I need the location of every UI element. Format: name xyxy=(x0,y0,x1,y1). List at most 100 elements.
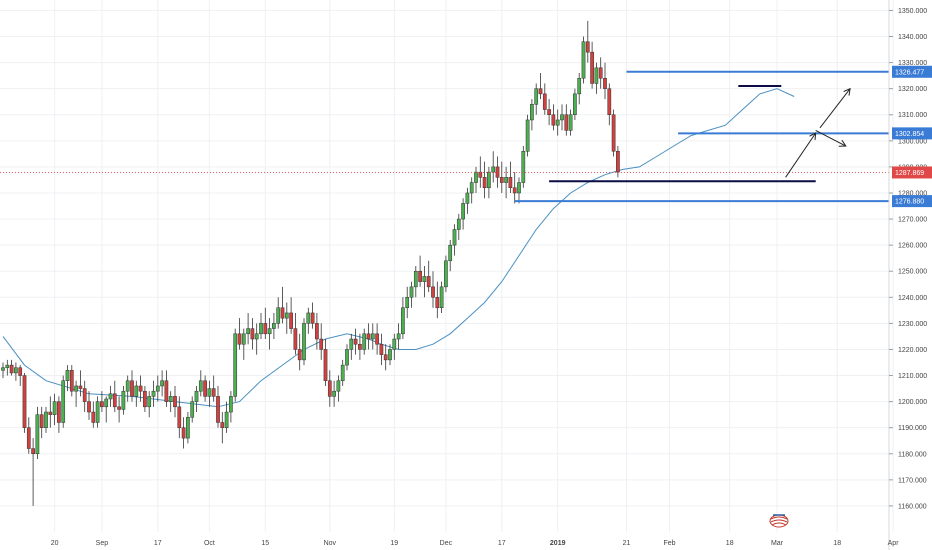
candle xyxy=(276,297,281,329)
candle xyxy=(611,109,616,157)
candle xyxy=(259,312,263,340)
time-tick-label: 20 xyxy=(51,540,59,547)
ma-line xyxy=(2,88,795,408)
candle xyxy=(517,177,521,204)
candle xyxy=(598,57,603,89)
candle xyxy=(250,318,255,350)
candle xyxy=(87,391,91,420)
candle xyxy=(216,385,220,428)
candle xyxy=(362,328,367,355)
candle xyxy=(456,213,461,240)
price-tags: 1326.477 1302.854 1276.880 1287.869 xyxy=(892,65,932,208)
candle xyxy=(607,83,612,126)
candle xyxy=(594,62,599,94)
candle xyxy=(100,391,104,413)
candle xyxy=(130,370,134,402)
price-tick-label: 1350.000 xyxy=(898,8,927,15)
candle xyxy=(345,344,349,371)
candle xyxy=(147,391,152,418)
candle xyxy=(332,380,336,407)
candle xyxy=(112,380,117,413)
candle xyxy=(284,302,289,334)
candle xyxy=(482,161,487,199)
candle xyxy=(323,339,328,386)
price-tick-label: 1260.000 xyxy=(898,243,927,250)
projection-arrow[interactable] xyxy=(819,87,851,129)
candle xyxy=(585,20,590,63)
time-tick-label: 18 xyxy=(833,540,841,547)
candle xyxy=(9,359,14,376)
svg-text:1287.869: 1287.869 xyxy=(895,170,924,177)
candle xyxy=(155,375,160,402)
candle xyxy=(117,396,121,423)
candle xyxy=(74,380,78,407)
candle xyxy=(272,312,276,340)
price-tick-label: 1180.000 xyxy=(898,451,927,458)
candle xyxy=(293,312,298,355)
candle xyxy=(177,396,182,439)
candle xyxy=(61,375,66,428)
candle xyxy=(534,83,539,115)
candle xyxy=(491,151,496,183)
price-tick-label: 1200.000 xyxy=(898,399,927,406)
candle xyxy=(409,281,414,308)
candle xyxy=(452,224,457,256)
candle xyxy=(551,104,556,131)
candle xyxy=(383,344,388,371)
svg-text:1326.477: 1326.477 xyxy=(895,69,924,76)
candle xyxy=(143,385,147,413)
candle xyxy=(418,255,422,287)
candle xyxy=(392,333,397,360)
price-tick-label: 1330.000 xyxy=(898,60,927,67)
moving-average xyxy=(2,88,795,408)
price-tick-label: 1340.000 xyxy=(898,34,927,41)
candle xyxy=(439,281,444,313)
projection-arrows[interactable] xyxy=(785,87,851,178)
projection-arrow[interactable] xyxy=(785,132,817,178)
candle xyxy=(499,161,504,193)
candle xyxy=(388,344,392,366)
candle xyxy=(160,370,164,397)
candle xyxy=(358,333,362,360)
candle xyxy=(233,328,238,402)
candle xyxy=(44,406,48,433)
candle xyxy=(547,99,551,126)
candle xyxy=(396,323,401,350)
candle xyxy=(194,385,199,413)
candle xyxy=(229,391,233,423)
candle xyxy=(181,417,186,449)
candle xyxy=(5,359,10,376)
candle xyxy=(469,177,474,204)
candle xyxy=(190,396,195,423)
time-tick-label: 19 xyxy=(390,540,398,547)
candle xyxy=(18,365,23,386)
time-axis[interactable]: 20 Sep 17 Oct 15 Nov 19 Dec 17 2019 21 Feb 18 Mar 18 Ap… xyxy=(51,540,900,547)
candle xyxy=(564,104,569,136)
price-tick-label: 1280.000 xyxy=(898,190,927,197)
price-level-lines[interactable] xyxy=(0,70,889,203)
candle xyxy=(336,375,341,402)
candle xyxy=(555,109,560,136)
candlesticks xyxy=(1,20,620,506)
candle xyxy=(95,396,100,428)
time-tick-label: 2019 xyxy=(550,540,566,547)
candle xyxy=(504,166,508,199)
candle xyxy=(138,375,143,402)
candle xyxy=(263,307,268,340)
candle xyxy=(91,401,96,428)
projection-arrow[interactable] xyxy=(815,129,847,147)
candle xyxy=(306,307,311,334)
candle xyxy=(151,380,156,407)
candle xyxy=(474,166,478,193)
candle xyxy=(121,385,126,415)
candle xyxy=(289,297,293,334)
candle xyxy=(521,146,526,188)
candle xyxy=(52,393,57,426)
price-level-tag: 1326.477 xyxy=(892,65,932,78)
candle xyxy=(168,391,173,413)
candle xyxy=(603,62,607,100)
candle xyxy=(431,271,435,308)
candle xyxy=(26,417,31,454)
